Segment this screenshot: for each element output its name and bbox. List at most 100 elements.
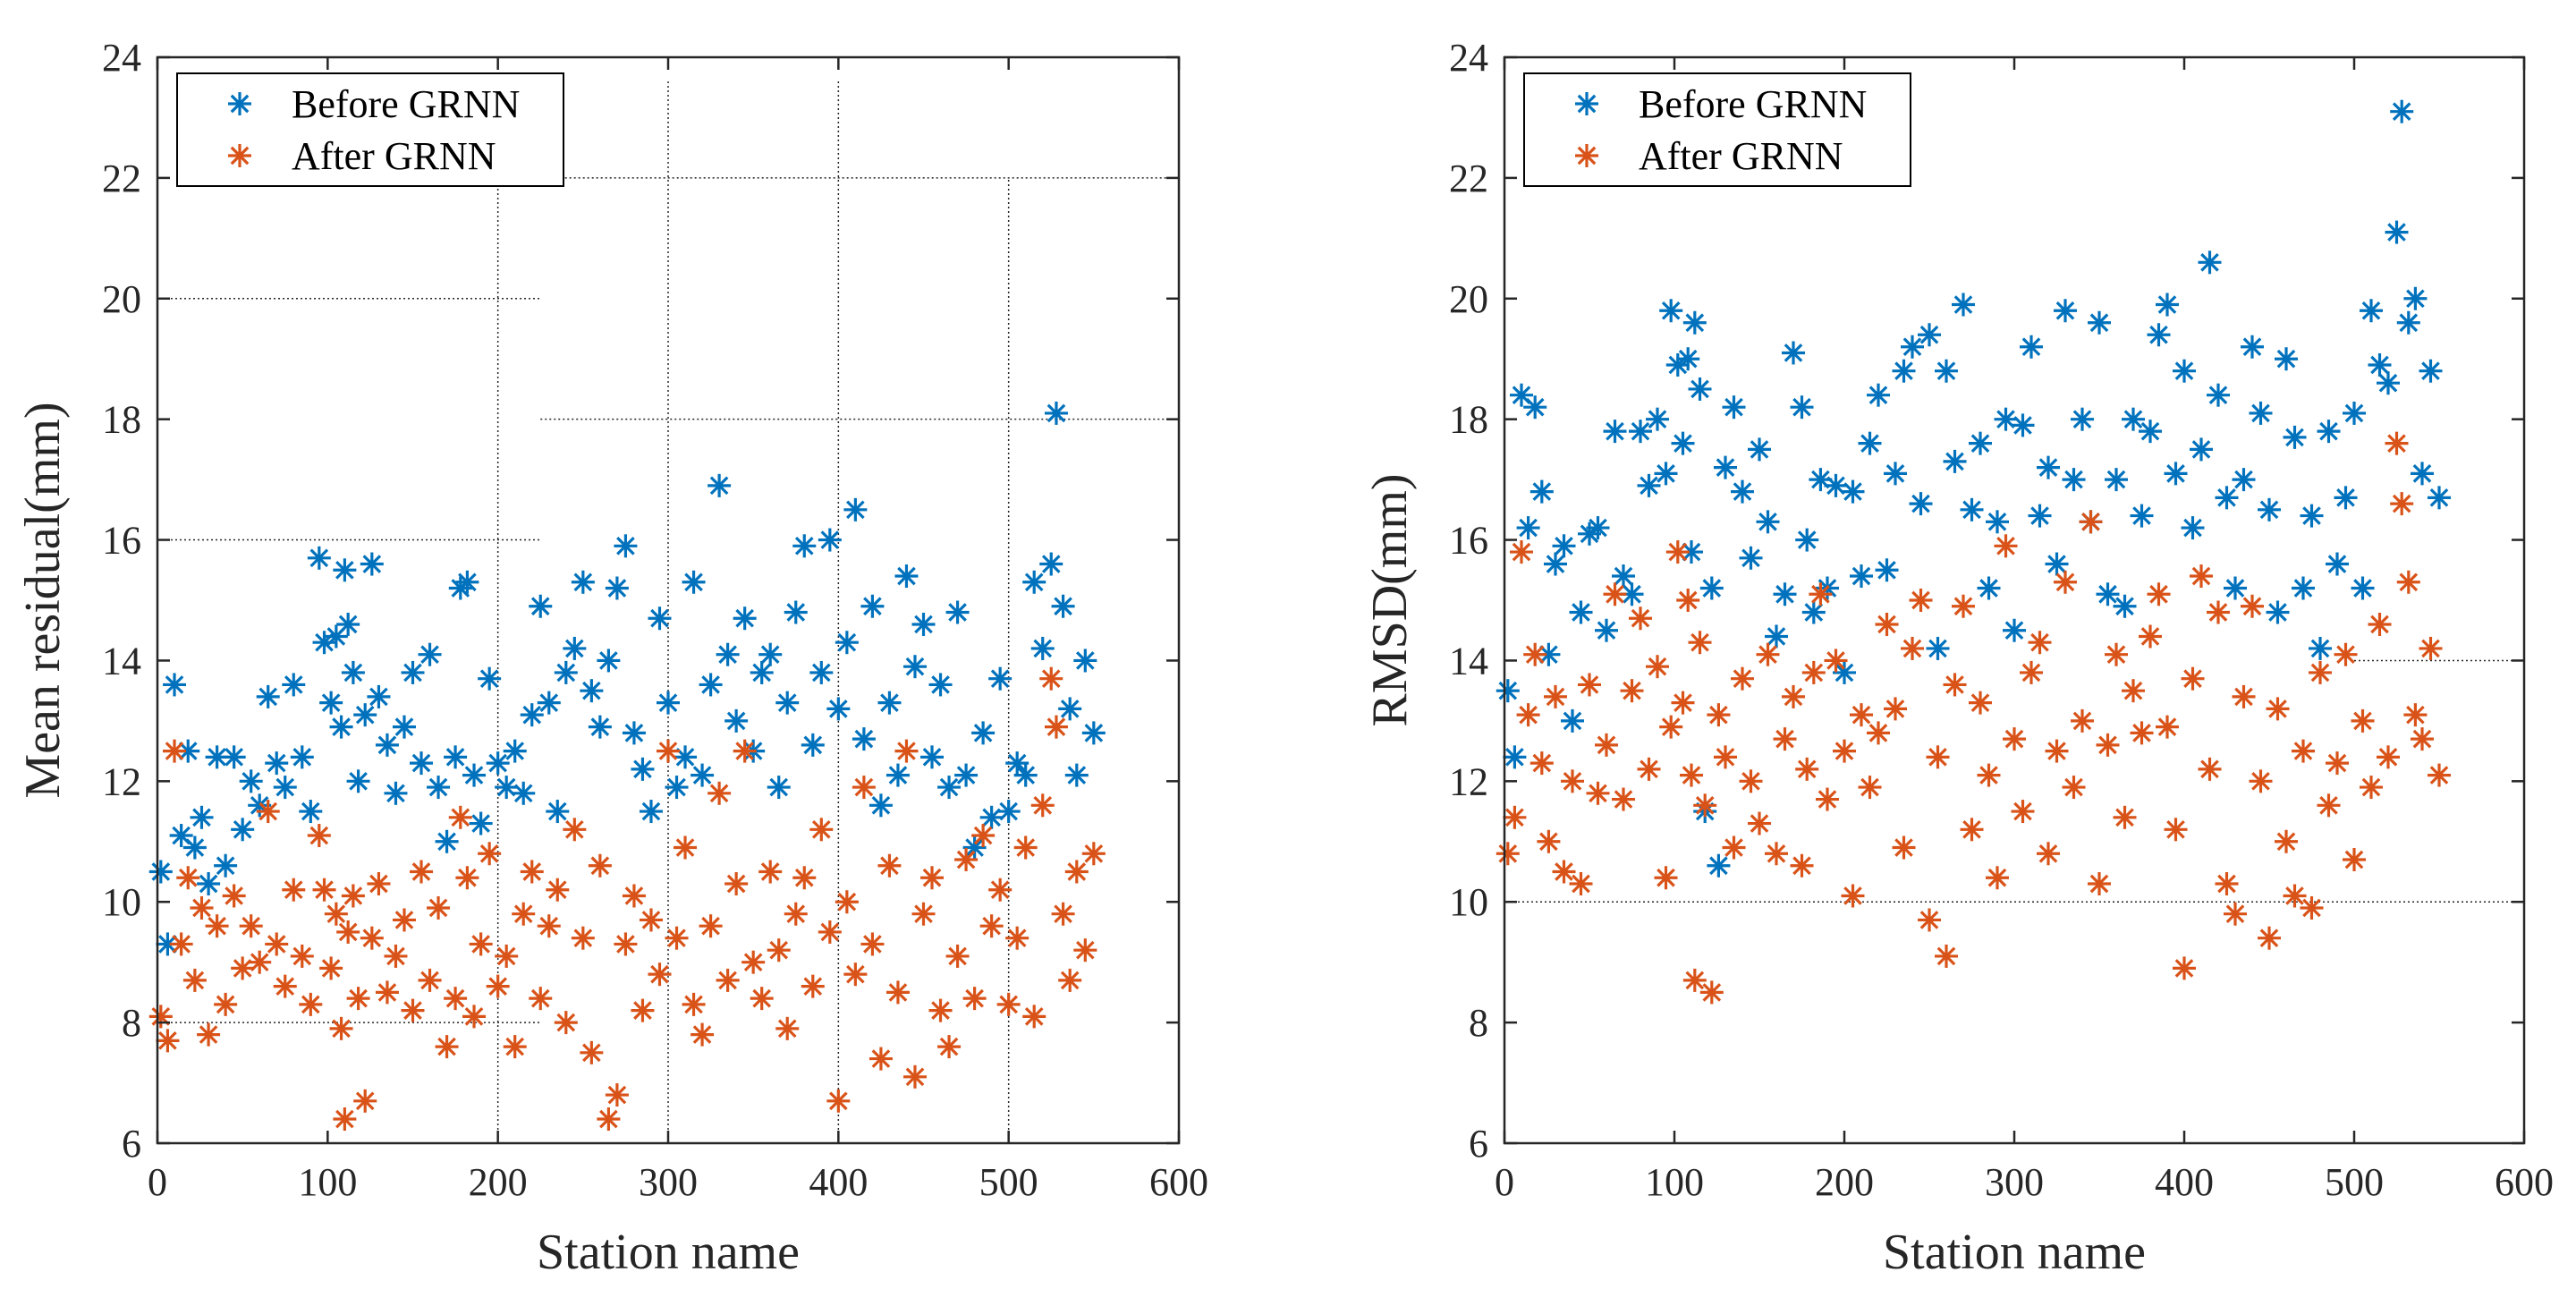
data-point (2215, 486, 2239, 510)
data-point (282, 878, 306, 902)
data-point (1801, 660, 1826, 684)
data-point (902, 1064, 927, 1089)
data-point (1867, 721, 1890, 745)
y-axis-title: RMSD(mm) (1362, 473, 1418, 726)
y-tick-label: 6 (122, 1122, 141, 1166)
data-point (2377, 371, 2400, 395)
data-point (1841, 479, 1865, 504)
y-tick-label: 18 (102, 398, 141, 442)
data-point (2224, 576, 2247, 600)
data-point (2215, 871, 2239, 895)
data-point (1952, 293, 1975, 317)
data-point (682, 992, 706, 1016)
data-point (495, 776, 519, 800)
data-point (1850, 703, 1873, 727)
data-point (1756, 642, 1780, 666)
y-tick-label: 6 (1469, 1122, 1488, 1166)
data-point (214, 853, 238, 878)
data-point (886, 763, 910, 787)
data-point (1901, 335, 1924, 359)
data-point (2028, 504, 2052, 528)
data-point (1688, 631, 1712, 655)
data-point (1824, 649, 1848, 673)
data-point (835, 631, 859, 655)
data-point (2300, 895, 2324, 920)
axis-ticks: 0 100 200 300 400 500 600 6 8 10 12 14 16 18 20 22 24 (1449, 36, 2554, 1204)
legend-label-after: After GRNN (1639, 134, 1843, 178)
data-point (341, 660, 365, 684)
data-point (1688, 377, 1712, 401)
data-point (2360, 776, 2383, 800)
data-point (674, 835, 698, 860)
legend-marker-icon (228, 144, 251, 167)
data-point (2292, 739, 2315, 763)
data-point (2003, 727, 2026, 751)
data-point (239, 914, 263, 938)
data-point (674, 745, 698, 769)
data-point (1039, 552, 1063, 576)
data-point (775, 691, 800, 715)
data-point (1816, 787, 1839, 811)
data-point (886, 980, 910, 1005)
data-point (996, 992, 1021, 1016)
data-point (1030, 793, 1055, 818)
data-point (767, 776, 791, 800)
data-point (1005, 751, 1030, 776)
data-point (1586, 781, 1610, 805)
data-point (2207, 600, 2230, 624)
data-point (2419, 636, 2443, 660)
data-point (988, 666, 1013, 691)
data-point (750, 987, 774, 1011)
data-point (2396, 310, 2420, 335)
data-point (2360, 299, 2383, 323)
data-point (1850, 564, 1873, 589)
y-tick-label: 10 (102, 880, 141, 924)
data-point (2385, 431, 2409, 455)
data-point (622, 721, 646, 745)
data-point (2181, 516, 2205, 540)
data-point (1977, 763, 2001, 787)
data-point (1918, 323, 1941, 347)
data-point (2122, 407, 2145, 431)
x-tick-label: 400 (809, 1160, 868, 1204)
data-point (2096, 733, 2120, 757)
x-tick-label: 300 (639, 1160, 698, 1204)
data-point (2249, 401, 2273, 425)
data-point (580, 1040, 604, 1064)
data-point (256, 684, 280, 708)
data-point (2173, 956, 2196, 980)
data-point (1595, 618, 1618, 642)
data-point (2105, 642, 2128, 666)
legend: Before GRNN After GRNN (176, 72, 564, 187)
data-point (2275, 347, 2298, 371)
data-point (2037, 842, 2060, 866)
x-tick-label: 200 (1815, 1160, 1874, 1204)
data-point (1659, 299, 1683, 323)
y-tick-label: 14 (102, 639, 141, 683)
data-point (554, 1011, 578, 1035)
data-point (2130, 721, 2154, 745)
data-point (971, 824, 996, 848)
data-point (724, 708, 749, 733)
mean-residual-panel: 0 100 200 300 400 500 600 6 8 10 12 14 16 18 20 22 24 St… (15, 36, 1208, 1280)
data-point (248, 950, 272, 974)
data-point (682, 570, 706, 594)
grid-lines (157, 81, 1179, 1143)
data-point (2241, 594, 2264, 618)
data-point (2292, 576, 2315, 600)
data-point (478, 842, 502, 866)
data-point (2411, 727, 2434, 751)
data-point (2232, 468, 2256, 492)
data-point (239, 769, 263, 793)
data-point (1909, 492, 1933, 516)
data-point (290, 944, 314, 968)
data-point (1801, 600, 1826, 624)
data-point (176, 739, 200, 763)
data-point (333, 558, 357, 582)
x-axis-title: Station name (537, 1225, 800, 1280)
data-point (537, 914, 561, 938)
data-point (588, 853, 612, 878)
data-point (962, 987, 987, 1011)
data-point (1739, 769, 1763, 793)
data-point (2020, 660, 2043, 684)
